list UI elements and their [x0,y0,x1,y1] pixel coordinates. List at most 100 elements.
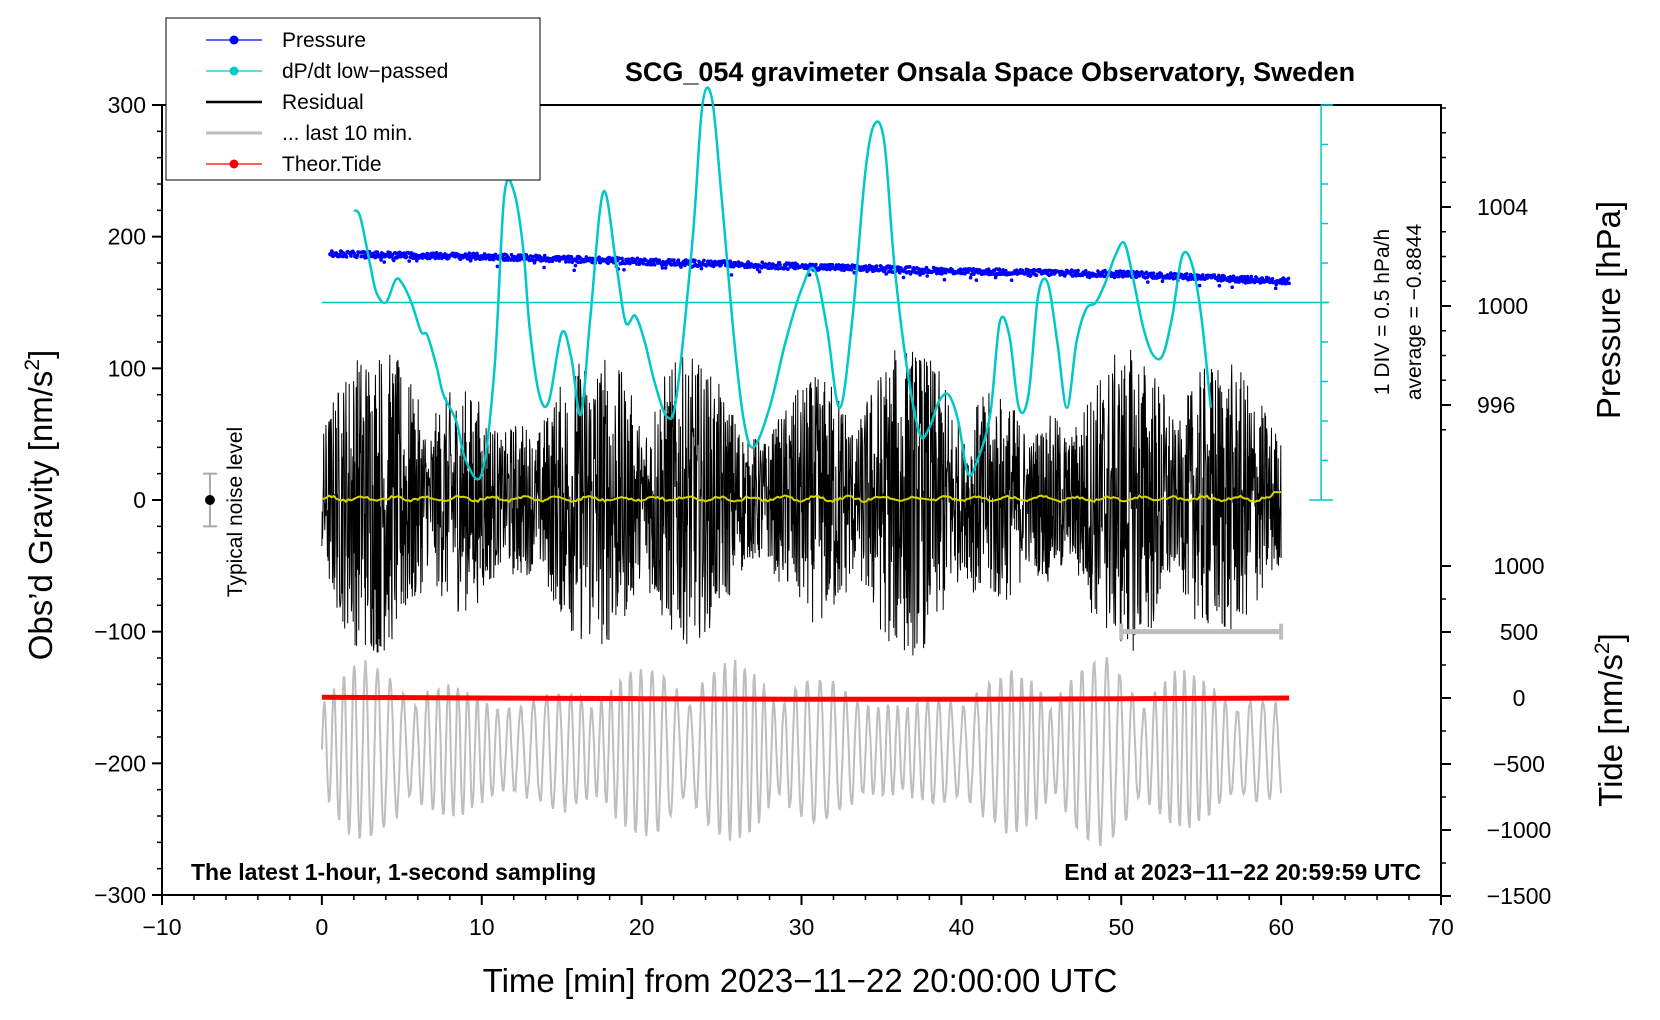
tide-axis-label-sup: 2 [1591,642,1614,654]
pressure-point [1249,274,1254,279]
theoretical-tide-series [321,694,1290,702]
pressure-tick-label: 1000 [1477,293,1528,319]
legend: Pressure dP/dt low−passed Residual ... last… [165,17,541,181]
pressure-point [572,268,576,273]
pressure-point [597,255,601,259]
pressure-point [917,267,921,271]
pressure-point [663,266,668,270]
pressure-point [974,278,979,283]
x-tick-label: −10 [142,914,181,940]
x-tick-label: 50 [1108,914,1134,940]
pressure-point [467,251,472,255]
pressure-point [997,267,1002,271]
pressure-point [1146,280,1150,284]
tide-axis-ticks: −1500 −1000 −500 0 500 1000 [1441,553,1551,909]
pressure-point [1270,277,1275,281]
smoothed-residual-line [321,491,1282,504]
pressure-point [1151,271,1156,276]
pressure-point [1144,270,1149,275]
pressure-point [672,258,676,262]
pressure-point [569,255,574,259]
legend-label: Pressure [282,29,366,52]
y-axis-left-label-end: ] [22,350,59,359]
tide-tick-label: 0 [1513,685,1526,711]
pressure-point [679,265,683,269]
residual-series [321,349,1282,656]
pressure-axis-label: Pressure [hPa] [1590,201,1627,419]
chart-title: SCG_054 gravimeter Onsala Space Observat… [625,57,1355,87]
pressure-point [814,262,818,267]
pressure-point [1009,278,1014,283]
last-10-min-series [320,657,1283,847]
pressure-point [901,275,906,280]
tide-axis-label: Tide [nm/s2] [1591,633,1629,807]
tide-axis-label-end: ] [1592,633,1629,642]
pressure-point [531,255,535,259]
pressure-point [968,275,973,280]
pressure-point [1004,268,1008,273]
pressure-point [830,263,835,267]
x-tick-label: 20 [629,914,655,940]
x-tick-label: 10 [469,914,495,940]
pressure-point [1117,274,1121,279]
pressure-point [693,258,697,263]
y-tick-label: −200 [94,750,146,776]
pressure-point [404,254,409,259]
pressure-point [778,263,782,267]
pressure-point [576,260,580,265]
pressure-point [852,270,857,275]
legend-label: dP/dt low−passed [282,60,448,83]
pressure-point [908,265,912,269]
pressure-point [635,256,640,261]
pressure-point [920,267,924,272]
pressure-point [468,259,473,263]
pressure-point [1160,279,1165,284]
pressure-point [542,253,547,258]
pressure-point [924,265,929,270]
x-axis-label: Time [min] from 2023−11−22 20:00:00 UTC [483,962,1118,999]
legend-label: Residual [282,91,364,114]
pressure-point [344,255,349,259]
legend-swatch-marker [229,35,239,45]
pressure-point [922,270,927,275]
pressure-point [1245,274,1250,279]
pressure-point [382,260,387,264]
pressure-point [884,272,888,276]
pressure-point [702,258,706,263]
y-axis-left-label: Obs’d Gravity [nm/s2] [21,350,59,661]
pressure-point [524,253,528,257]
pressure-point [874,264,879,268]
last-10-min-bar [1119,623,1284,640]
y-axis-left-label-main: Obs’d Gravity [nm/s [22,371,59,661]
pressure-tick-label: 1004 [1477,194,1528,220]
pressure-point [1230,285,1234,290]
pressure-point [473,257,478,261]
pressure-point [420,256,425,260]
tide-tick-label: 500 [1500,619,1538,645]
pressure-point [415,258,419,263]
pressure-point [1237,280,1241,284]
pressure-point [1096,269,1100,273]
pressure-point [1112,275,1117,280]
legend-swatch-marker [229,66,239,76]
legend-label: ... last 10 min. [282,122,413,145]
y-tick-label: −300 [94,882,146,908]
bottom-left-note: The latest 1-hour, 1-second sampling [191,859,596,885]
pressure-point [1201,273,1205,277]
pressure-point [760,260,764,265]
pressure-point [542,265,546,270]
pressure-point [641,261,645,266]
last-10-min-line [320,657,1283,847]
x-tick-label: 30 [789,914,815,940]
y-tick-label: 100 [108,355,146,381]
pressure-axis-ticks: 996 1000 1004 [1440,105,1528,440]
pressure-point [1034,273,1039,278]
pressure-point [1185,272,1189,276]
tide-tick-label: −1000 [1487,817,1552,843]
pressure-series [328,249,1291,291]
pressure-point [1076,268,1080,273]
pressure-point [925,274,929,278]
tide-axis-label-main: Tide [nm/s [1592,654,1629,807]
dpdt-average-note: average = −0.8844 [1403,224,1426,401]
smoothed-residual-series [321,491,1282,504]
